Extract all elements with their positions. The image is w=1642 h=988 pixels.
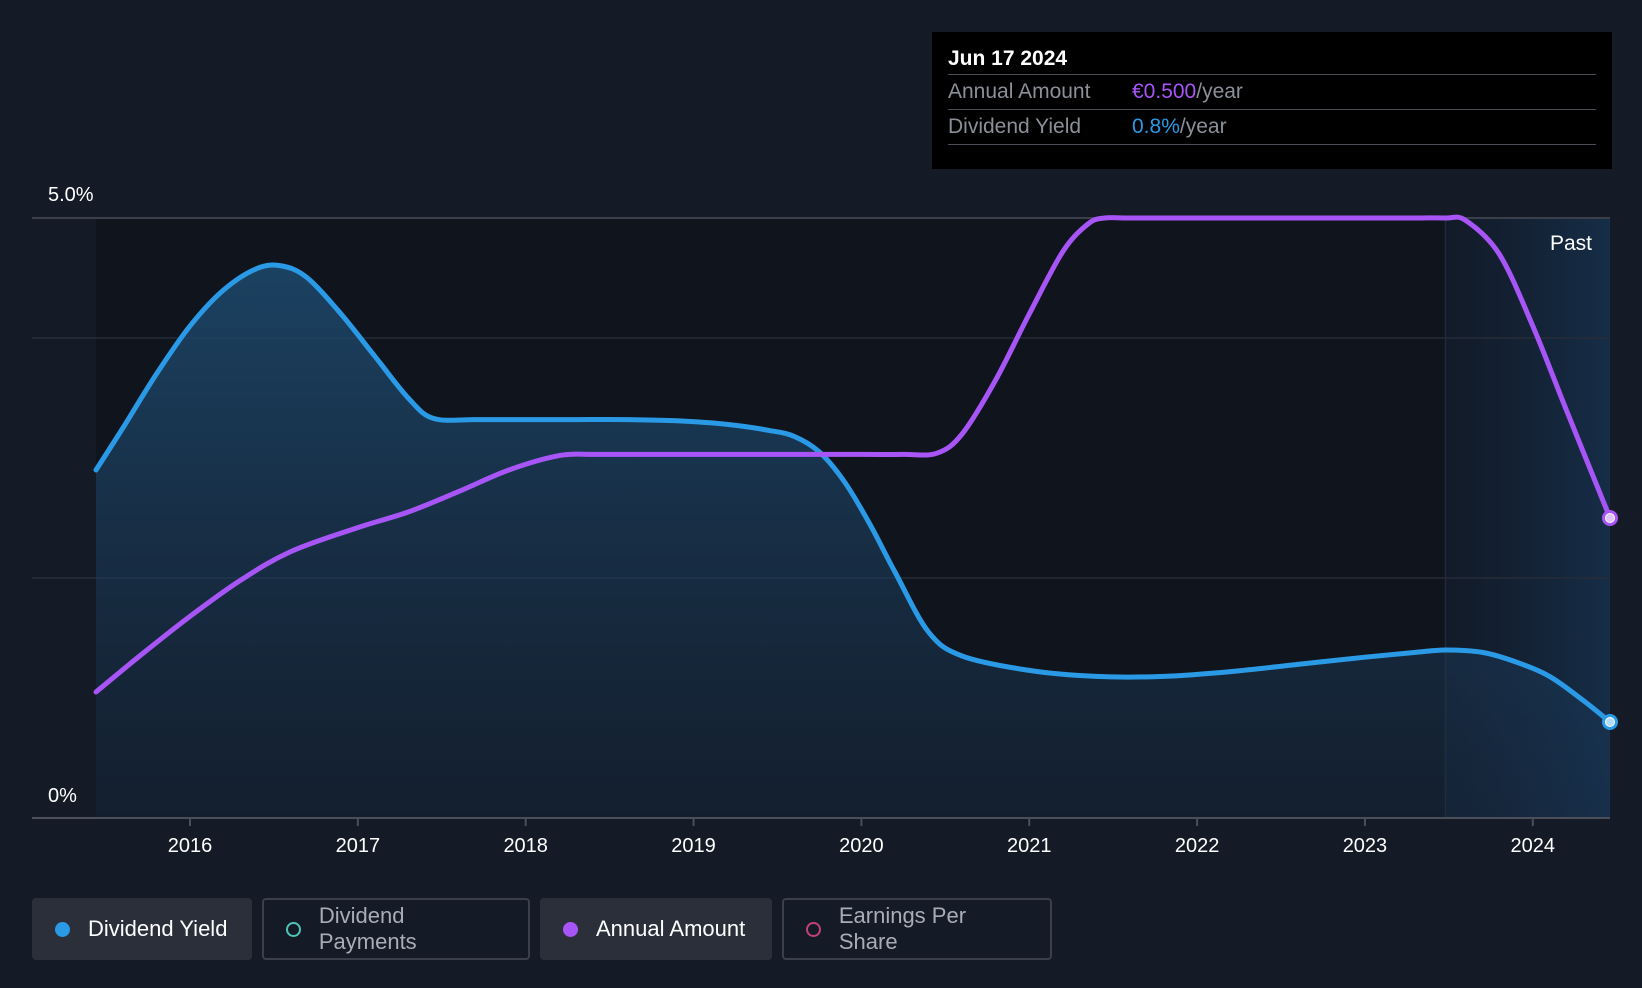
tooltip-row-annual-amount: Annual Amount €0.500 /year	[948, 75, 1596, 110]
legend-dot-icon	[55, 921, 70, 937]
legend-dividend-yield-button[interactable]: Dividend Yield	[32, 898, 252, 960]
tooltip-value: €0.500	[1132, 80, 1197, 103]
x-axis-ticks: 2016 2017 2018 2019 2020 2021 2022 2023 2024	[168, 818, 1555, 857]
dividend-yield-endpoint	[1602, 714, 1618, 730]
series-areas	[96, 265, 1610, 819]
x-tick-label: 2019	[671, 835, 716, 857]
legend-annual-amount-button[interactable]: Annual Amount	[540, 898, 772, 960]
x-tick-label: 2022	[1175, 835, 1220, 857]
tooltip-unit: /year	[1179, 115, 1227, 138]
annual-amount-endpoint	[1602, 510, 1618, 526]
tooltip-date: Jun 17 2024	[948, 44, 1596, 75]
legend-label: Dividend Payments	[318, 903, 417, 954]
tooltip-unit: /year	[1196, 80, 1243, 103]
y-axis-top-label: 5.0%	[48, 184, 94, 206]
x-tick-label: 2016	[168, 835, 213, 857]
legend-dot-icon	[563, 921, 578, 937]
past-label: Past	[1550, 232, 1592, 255]
tooltip-label: Annual Amount	[948, 80, 1091, 103]
legend-label: Annual Amount	[596, 916, 746, 941]
dividend-chart: 2016 2017 2018 2019 2020 2021 2022 2023 2024 5.0…	[32, 184, 1618, 857]
legend-dot-icon	[286, 921, 301, 937]
x-tick-label: 2020	[839, 835, 884, 857]
y-axis-bottom-label: 0%	[48, 785, 77, 807]
tooltip-value: 0.8%	[1132, 115, 1180, 138]
x-tick-label: 2017	[336, 835, 381, 857]
x-tick-label: 2021	[1007, 835, 1052, 857]
series-lines	[93, 214, 1613, 725]
tooltip: Jun 17 2024 Annual Amount €0.500 /year D…	[932, 32, 1612, 169]
series-endpoints	[1602, 510, 1618, 730]
legend-earnings-per-share-button[interactable]: Earnings Per Share	[782, 898, 1052, 960]
legend-dot-icon	[806, 921, 821, 937]
legend-label: Dividend Yield	[88, 916, 228, 941]
dividend-yield-area	[96, 265, 1610, 819]
tooltip-label: Dividend Yield	[948, 115, 1082, 138]
dividend-yield-endpoint-fill	[1606, 718, 1614, 726]
legend-label: Earnings Per Share	[838, 903, 967, 954]
annual-amount-line	[93, 214, 1613, 695]
annual-amount-endpoint-fill	[1606, 514, 1614, 522]
tooltip-row-dividend-yield: Dividend Yield 0.8% /year	[948, 110, 1596, 145]
dividend-yield-line	[93, 262, 1613, 725]
legend-dividend-payments-button[interactable]: Dividend Payments	[262, 898, 530, 960]
legend: Dividend Yield Dividend Payments Annual …	[32, 898, 1052, 960]
x-tick-label: 2024	[1511, 835, 1556, 857]
x-tick-label: 2018	[503, 835, 548, 857]
x-tick-label: 2023	[1343, 835, 1388, 857]
